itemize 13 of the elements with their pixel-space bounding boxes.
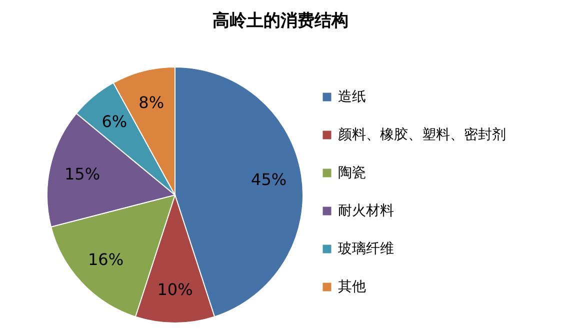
- legend-label: 陶瓷: [338, 165, 366, 181]
- data-label: 6%: [102, 112, 128, 131]
- data-label: 16%: [88, 250, 124, 270]
- data-label: 15%: [64, 164, 100, 184]
- chart-title: 高岭土的消费结构: [212, 11, 348, 31]
- legend-label: 造纸: [338, 89, 366, 105]
- data-label: 10%: [157, 280, 193, 299]
- legend-label: 耐火材料: [338, 203, 394, 219]
- data-label: 45%: [251, 170, 287, 190]
- legend-label: 颜料、橡胶、塑料、密封剂: [338, 127, 506, 143]
- data-label: 8%: [138, 92, 164, 112]
- legend-label: 玻璃纤维: [338, 241, 394, 257]
- legend-label: 其他: [338, 279, 366, 295]
